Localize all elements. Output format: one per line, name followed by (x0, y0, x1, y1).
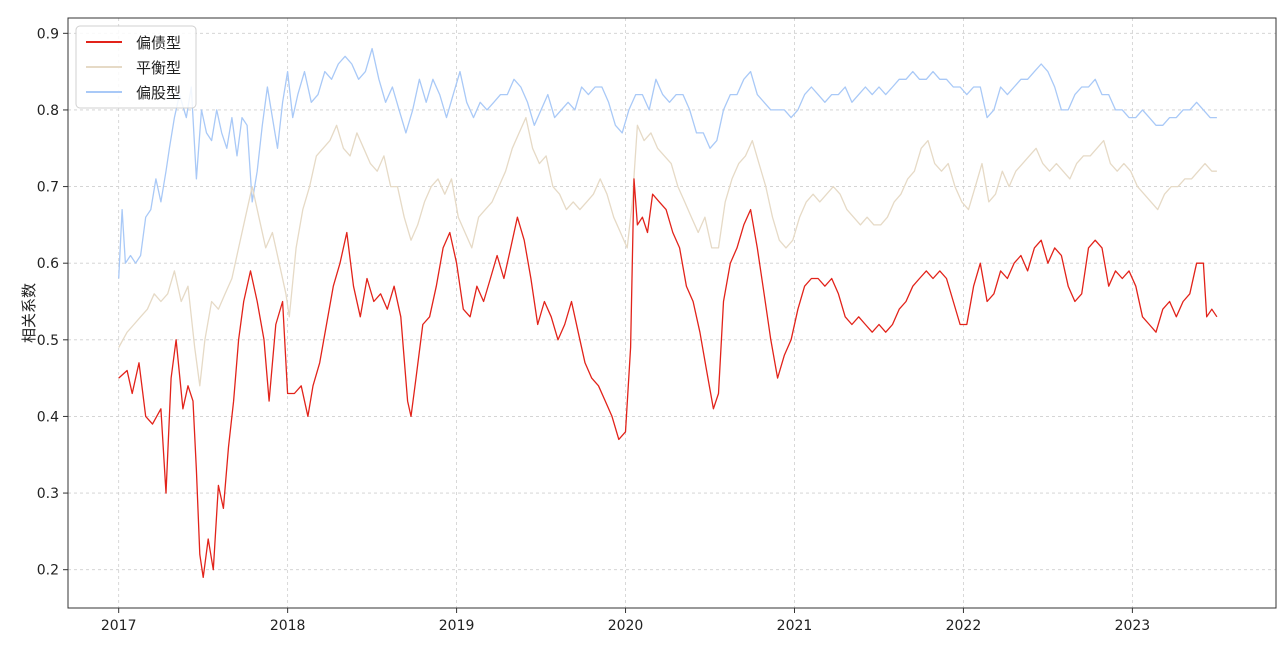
series-lines (118, 47, 1218, 579)
grid (68, 18, 1276, 608)
y-tick-label: 0.5 (37, 333, 59, 349)
y-tick-label: 0.9 (37, 26, 59, 42)
x-tick-label: 2022 (946, 618, 982, 634)
x-tick-label: 2017 (101, 618, 137, 634)
x-tick-label: 2020 (608, 618, 644, 634)
y-tick-label: 0.8 (37, 103, 59, 119)
legend-label: 偏股型 (136, 84, 181, 102)
y-axis-label: 相关系数 (20, 283, 38, 343)
series-line-1 (118, 116, 1217, 387)
y-tick-label: 0.6 (37, 256, 59, 272)
series-line-2 (118, 47, 1217, 279)
series-line-0 (118, 178, 1218, 579)
x-tick-label: 2018 (270, 618, 306, 634)
legend-label: 平衡型 (136, 59, 181, 77)
x-axis-ticks: 2017 2018 2019 2020 2021 2022 2023 (101, 608, 1150, 634)
y-tick-label: 0.7 (37, 180, 59, 196)
y-tick-label: 0.4 (37, 409, 59, 425)
plot-area (68, 18, 1276, 608)
legend-box (75, 25, 197, 109)
y-tick-label: 0.3 (37, 486, 59, 502)
x-tick-label: 2019 (439, 618, 475, 634)
legend-label: 偏债型 (136, 34, 181, 52)
y-tick-label: 0.2 (37, 563, 59, 579)
y-axis-ticks: 0.2 0.3 0.4 0.5 0.6 0.7 0.8 0.9 (37, 26, 68, 579)
x-tick-label: 2021 (777, 618, 813, 634)
plot-frame (67, 17, 1277, 609)
x-tick-label: 2023 (1115, 618, 1151, 634)
